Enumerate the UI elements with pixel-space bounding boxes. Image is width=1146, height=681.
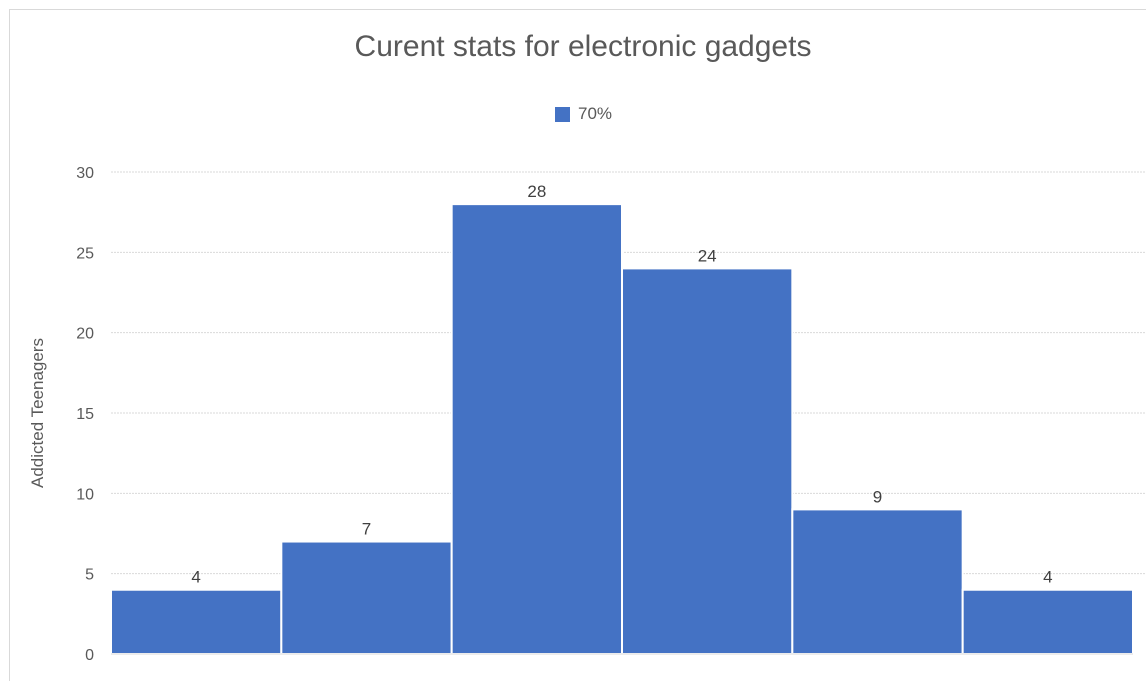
y-tick-label: 5 [85,567,94,584]
legend-swatch [555,106,570,122]
y-tick-label: 10 [76,486,94,503]
chart-legend: 70% [555,104,612,124]
y-tick-label: 0 [85,647,94,664]
y-tick-label: 30 [76,165,94,182]
y-tick-label: 25 [76,245,94,262]
bars [110,203,1135,656]
chart-title: Curent stats for electronic gadgets [354,30,812,63]
bar [791,508,964,655]
y-axis-ticks: 0 5 10 15 20 25 30 [76,165,94,664]
data-label: 24 [698,246,717,265]
bar [450,203,623,655]
data-label: 4 [1043,568,1052,587]
y-tick-label: 20 [76,326,94,343]
bar [961,588,1135,656]
data-labels: 4 7 28 24 9 4 [191,182,1052,587]
y-axis-title: Addicted Teenagers [28,338,47,488]
y-tick-label: 15 [76,406,94,423]
data-label: 7 [362,520,371,539]
data-label: 4 [191,568,200,587]
bar [621,267,794,655]
data-label: 9 [873,487,882,506]
bar [110,588,283,656]
bar [280,540,453,655]
chart-frame [9,9,1146,681]
data-label: 28 [527,182,546,201]
legend-label: 70% [578,104,613,123]
